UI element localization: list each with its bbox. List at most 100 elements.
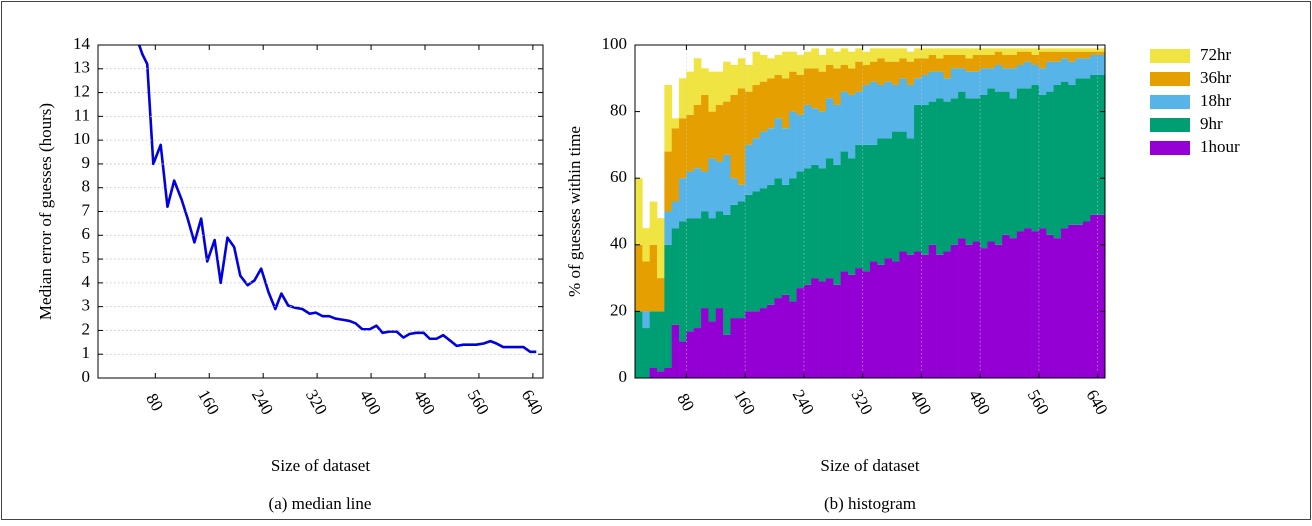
bar-segment (943, 54, 952, 79)
bar-segment (1053, 238, 1062, 378)
bar-segment (701, 211, 709, 309)
bar-segment (965, 244, 974, 378)
bar-segment (811, 48, 819, 69)
bar-segment (950, 68, 959, 99)
x-axis-label: Size of dataset (271, 456, 370, 475)
bar-segment (862, 144, 871, 272)
bar-segment (1053, 48, 1062, 52)
bar-segment (789, 178, 797, 302)
bar-segment (789, 51, 797, 72)
bar-segment (693, 168, 702, 219)
bar-segment (642, 261, 650, 312)
bar-segment (789, 301, 797, 378)
y-tick-label: 10 (73, 129, 90, 148)
bar-segment (642, 228, 650, 262)
bar-segment (921, 58, 930, 75)
bar-segment (1031, 231, 1040, 378)
bar-segment (796, 288, 805, 378)
legend-label: 9hr (1200, 114, 1223, 133)
bar-segment (789, 71, 797, 112)
bar-segment (1046, 91, 1054, 235)
data-line (137, 45, 537, 354)
bar-segment (833, 68, 841, 105)
bar-segment (693, 218, 702, 329)
bar-segment (649, 244, 658, 312)
bar-segment (921, 254, 930, 378)
bar-segment (803, 51, 812, 69)
bar-segment (730, 204, 739, 319)
bar-segment (1046, 51, 1054, 62)
bar-segment (774, 178, 783, 299)
x-tick-label: 80 (673, 390, 698, 414)
bar-segment (811, 108, 819, 165)
bar-segment (715, 211, 724, 309)
bar-segment (914, 251, 922, 378)
bar-segment (781, 51, 790, 79)
bar-segment (708, 321, 717, 378)
bar-segment (847, 158, 856, 275)
bar-segment (972, 71, 981, 99)
y-tick-label: 2 (82, 319, 91, 338)
bar-segment (994, 48, 1003, 52)
bar-segment (1082, 51, 1091, 59)
bar-segment (980, 248, 988, 378)
y-axis-label: Median error of guesses (hours) (36, 103, 55, 320)
bar-segment (899, 48, 908, 59)
bar-segment (914, 104, 922, 252)
x-tick-label: 160 (730, 386, 759, 418)
bar-segment (657, 311, 665, 372)
bar-segment (1002, 48, 1010, 55)
bar-segment (840, 151, 849, 272)
bar-segment (664, 151, 673, 212)
legend-swatch (1150, 72, 1190, 86)
y-tick-label: 3 (82, 296, 91, 315)
bar-segment (635, 178, 643, 245)
bar-segment (1002, 54, 1010, 69)
bar-segment (730, 318, 739, 378)
bar-segment (877, 48, 885, 59)
bar-segment (899, 251, 908, 378)
bar-segment (1016, 231, 1025, 378)
bar-segment (664, 368, 673, 378)
y-tick-label: 60 (610, 167, 627, 186)
bar-segment (679, 78, 687, 119)
bar-segment (818, 168, 827, 282)
x-tick-label: 160 (194, 386, 223, 418)
bar-segment (649, 368, 658, 378)
bar-segment (884, 81, 893, 139)
bar-segment (965, 58, 974, 72)
bar-segment (980, 48, 988, 55)
bar-segment (745, 144, 753, 195)
bar-segment (1053, 51, 1062, 62)
bar-segment (1046, 48, 1054, 52)
bar-segment (1090, 214, 1098, 378)
bar-segment (914, 48, 922, 59)
bar-segment (781, 184, 790, 295)
bar-segment (752, 311, 761, 378)
bar-segment (987, 54, 996, 69)
bar-segment (943, 48, 952, 55)
bar-segment (715, 308, 724, 378)
bar-segment (1097, 48, 1105, 52)
bar-segment (847, 94, 856, 159)
bar-segment (774, 298, 783, 378)
bar-segment (1009, 98, 1018, 239)
bar-segment (906, 138, 915, 255)
bar-segment (1038, 94, 1047, 229)
bar-segment (972, 48, 981, 55)
bar-segment (730, 178, 739, 205)
bar-segment (855, 61, 863, 92)
bar-segment (737, 201, 746, 319)
bar-segment (811, 164, 819, 279)
bar-segment (1031, 48, 1040, 55)
axes-frame (634, 44, 1106, 379)
bar-segment (737, 58, 746, 89)
bar-segment (664, 211, 673, 245)
bar-segment (950, 98, 959, 245)
bar-segment (1053, 84, 1062, 239)
y-tick-label: 5 (82, 248, 91, 267)
bar-segment (987, 88, 996, 242)
bar-segment (1009, 68, 1018, 99)
bar-segment (906, 51, 915, 62)
